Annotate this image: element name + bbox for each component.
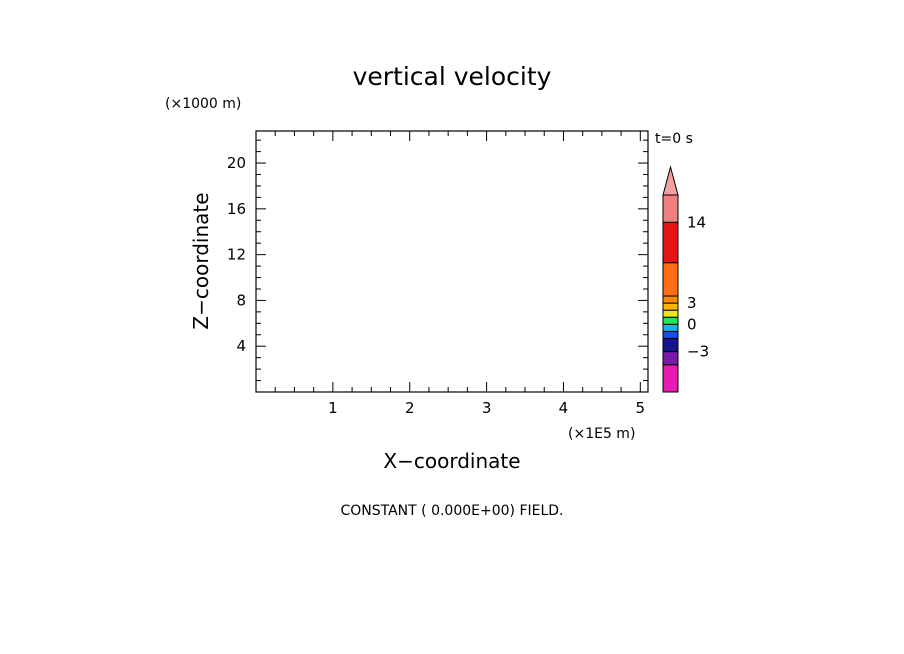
- time-label: t=0 s: [655, 131, 693, 147]
- field-message: CONSTANT ( 0.000E+00) FIELD.: [340, 503, 563, 519]
- colorbar-cell: [662, 309, 679, 318]
- colorbar-cell: [662, 337, 679, 353]
- x-tick-label: 2: [405, 399, 415, 417]
- x-tick-label: 4: [559, 399, 569, 417]
- chart-title: vertical velocity: [353, 62, 552, 91]
- y-tick-label: 16: [227, 200, 246, 218]
- colorbar-cell: [662, 194, 679, 223]
- colorbar-cell: [662, 323, 679, 332]
- colorbar-tick-label: 3: [687, 294, 697, 312]
- colorbar-cell: [662, 330, 679, 339]
- x-axis-label: X−coordinate: [383, 449, 520, 473]
- x-unit-label: (×1E5 m): [568, 426, 635, 442]
- colorbar-cell: [662, 262, 679, 297]
- colorbar-tick-label: −3: [687, 343, 709, 361]
- colorbar-cell: [662, 295, 679, 304]
- colorbar: 14 3 0 −3: [662, 165, 709, 393]
- y-tick-label: 20: [227, 154, 246, 172]
- colorbar-cell: [662, 221, 679, 264]
- y-tick-label: 4: [236, 337, 246, 355]
- y-tick-label: 12: [227, 246, 246, 264]
- colorbar-tick-label: 0: [687, 315, 697, 333]
- colorbar-tick-label: 14: [687, 213, 706, 231]
- colorbar-extend-arrow: [662, 165, 679, 196]
- y-axis-label: Z−coordinate: [189, 192, 213, 329]
- colorbar-cell: [662, 302, 679, 311]
- x-tick-label: 1: [328, 399, 338, 417]
- y-unit-label: (×1000 m): [165, 96, 241, 112]
- colorbar-cell: [662, 364, 679, 393]
- colorbar-cell: [662, 316, 679, 325]
- colorbar-cell: [662, 351, 679, 366]
- x-tick-label: 3: [482, 399, 492, 417]
- y-tick-label: 8: [236, 291, 246, 309]
- plot-area: [255, 130, 649, 393]
- x-tick-label: 5: [636, 399, 646, 417]
